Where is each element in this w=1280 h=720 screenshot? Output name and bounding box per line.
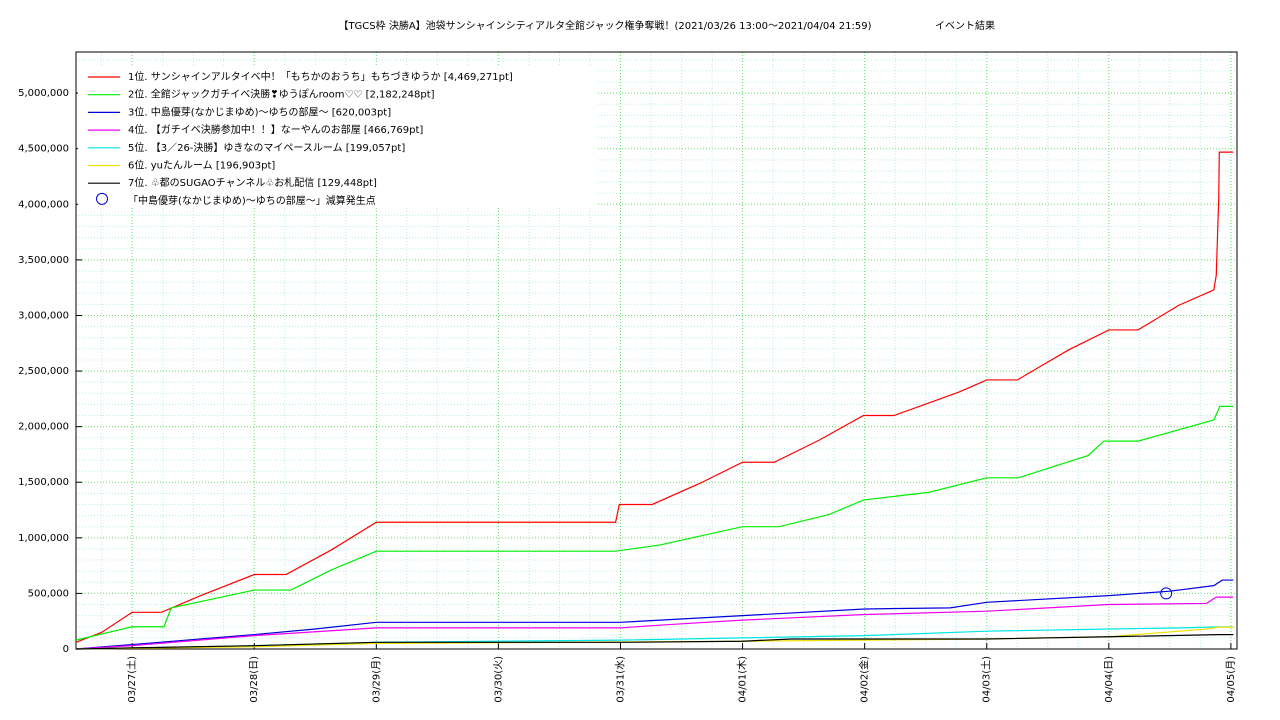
y-tick-label: 3,500,000 [18, 255, 69, 266]
x-tick-label: 04/05(月) [1225, 656, 1237, 703]
x-tick-label: 04/03(土) [980, 656, 993, 703]
x-tick-label: 03/27(土) [125, 656, 138, 703]
legend-label: 5位. 【3／26-決勝】ゆきなのマイペースルーム [199,057pt] [128, 141, 405, 154]
series-line [75, 634, 1234, 650]
legend-label: 6位. yuたんルーム [196,903pt] [128, 159, 275, 172]
legend-swatch [96, 192, 108, 205]
y-tick-label: 1,500,000 [18, 477, 69, 488]
y-tick-label: 3,000,000 [18, 310, 69, 321]
y-tick-label: 4,000,000 [18, 199, 69, 210]
series-line [75, 405, 1234, 641]
x-tick-label: 03/31(水) [614, 656, 626, 703]
x-tick-label: 04/02(金) [858, 656, 871, 703]
legend-label: 1位. サンシャインアルタイベ中！「もちかのおうち」もちづきゆうか [4,469… [128, 70, 513, 83]
y-tick-label: 2,000,000 [18, 422, 69, 433]
legend-label: 4位. 【ガチイベ決勝参加中！！】なーやんのお部屋 [466,769pt] [128, 123, 423, 136]
series-line [75, 579, 1234, 650]
marker [1160, 587, 1173, 600]
x-tick-label: 04/04(日) [1104, 656, 1115, 703]
chart-title: 【TGCS枠 決勝A】池袋サンシャインシティアルタ全館ジャック権争奪戦！(202… [338, 19, 871, 32]
legend-label: 「中島優芽(なかじまゆめ)〜ゆちの部屋〜」減算発生点 [128, 194, 376, 207]
legend-label: 2位. 全館ジャックガチイベ決勝❣ゆうぽんroom♡♡ [2,182,248pt… [128, 88, 435, 101]
x-tick-label: 03/28(日) [249, 656, 260, 703]
y-tick-label: 1,000,000 [18, 533, 69, 544]
x-tick-label: 03/29(月) [370, 656, 382, 703]
y-tick-label: 4,500,000 [18, 144, 69, 155]
legend-label: 3位. 中島優芽(なかじまゆめ)〜ゆちの部屋〜 [620,003pt] [128, 105, 391, 118]
y-tick-label: 0 [63, 644, 69, 655]
y-tick-label: 2,500,000 [18, 366, 69, 377]
y-tick-label: 500,000 [28, 588, 69, 599]
plot-frame [75, 51, 1238, 650]
y-tick-label: 5,000,000 [18, 88, 69, 99]
chart-subtitle: イベント結果 [935, 19, 995, 32]
series-line [75, 151, 1234, 643]
legend-label: 7位. ♧都のSUGAOチャンネル♧お札配信 [129,448pt] [128, 176, 377, 189]
x-tick-label: 03/30(火) [492, 656, 504, 703]
series-line [75, 596, 1234, 650]
x-tick-label: 04/01(木) [737, 656, 749, 703]
legend: 1位. サンシャインアルタイベ中！「もちかのおうち」もちづきゆうか [4,469… [78, 66, 598, 208]
legend-background [78, 66, 598, 208]
